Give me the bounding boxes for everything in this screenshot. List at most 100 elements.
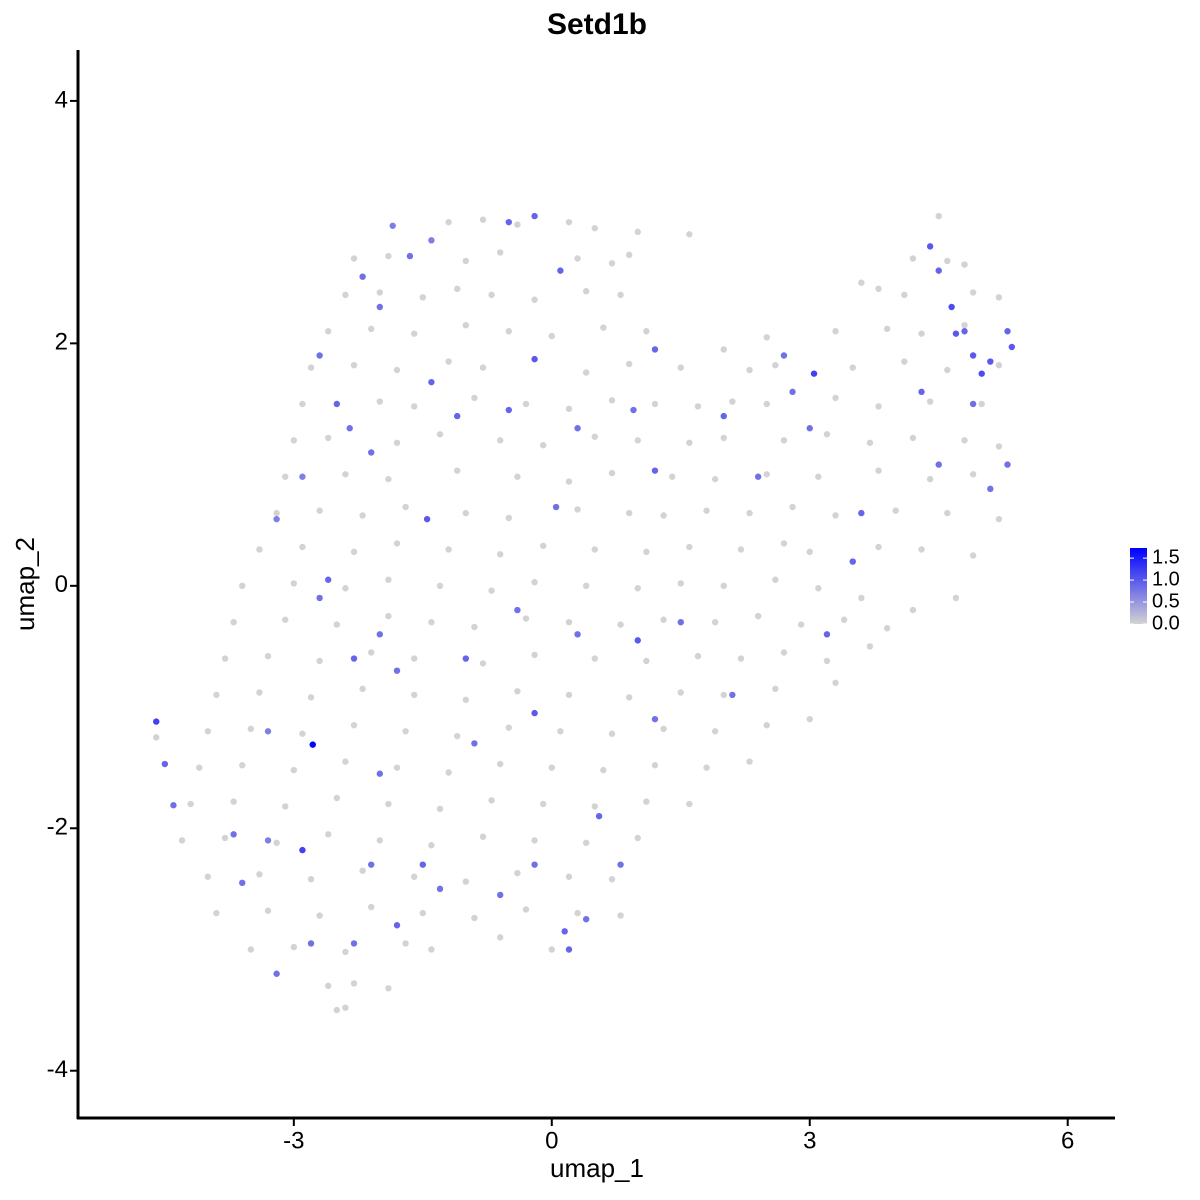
y-tick-label: -2 <box>47 814 68 841</box>
point <box>686 800 693 808</box>
point <box>582 369 590 376</box>
point <box>290 943 298 951</box>
point <box>935 267 942 274</box>
point <box>948 303 955 311</box>
point <box>643 328 650 335</box>
point <box>548 332 555 340</box>
point <box>754 473 762 480</box>
point <box>935 461 942 468</box>
point <box>230 618 237 626</box>
point <box>539 441 547 449</box>
point <box>531 837 538 844</box>
point <box>548 946 555 953</box>
point <box>393 366 401 374</box>
point <box>423 515 431 523</box>
point <box>350 655 358 662</box>
point <box>668 473 676 480</box>
point <box>522 906 530 913</box>
point <box>436 805 444 813</box>
point <box>350 255 358 262</box>
point <box>978 400 985 408</box>
point <box>806 548 813 556</box>
point <box>651 346 659 353</box>
point <box>630 406 637 414</box>
point <box>488 587 495 594</box>
point <box>479 833 487 840</box>
y-tick-label: 4 <box>55 86 68 113</box>
point <box>574 631 581 638</box>
x-axis-title: umap_1 <box>550 1153 644 1183</box>
point <box>591 546 598 553</box>
point <box>539 800 547 808</box>
point <box>411 873 418 880</box>
point <box>746 758 753 765</box>
point <box>359 273 366 280</box>
point <box>552 503 560 511</box>
colorbar-label: 1.0 <box>1152 568 1180 590</box>
point <box>479 660 487 667</box>
point <box>411 655 418 662</box>
point <box>522 615 530 622</box>
point <box>617 621 624 628</box>
point <box>454 412 461 420</box>
point <box>505 218 512 226</box>
point <box>282 473 289 480</box>
point <box>918 546 925 553</box>
point <box>574 506 581 513</box>
point <box>823 431 831 438</box>
x-tick-label: 6 <box>1061 1127 1074 1154</box>
point <box>221 655 229 662</box>
point <box>333 400 341 408</box>
point <box>591 803 598 810</box>
point <box>875 467 882 474</box>
point <box>221 834 229 842</box>
point <box>368 903 375 911</box>
point <box>901 358 908 365</box>
point <box>256 871 263 878</box>
point <box>514 473 521 480</box>
point <box>875 285 882 293</box>
point <box>273 515 280 523</box>
point <box>969 471 977 478</box>
point <box>832 512 839 519</box>
point <box>720 412 727 420</box>
point <box>883 325 891 333</box>
point <box>368 649 375 656</box>
point <box>961 437 968 444</box>
point <box>772 361 779 369</box>
colorbar-label: 0.5 <box>1152 590 1180 612</box>
point <box>1008 343 1016 351</box>
point <box>393 922 401 929</box>
point <box>565 946 573 953</box>
point <box>875 403 882 410</box>
point <box>634 437 641 444</box>
point <box>445 769 452 776</box>
point <box>462 696 470 703</box>
point <box>832 679 839 686</box>
point <box>325 576 332 583</box>
point <box>178 837 186 844</box>
point <box>797 621 805 628</box>
point <box>290 580 298 587</box>
point <box>479 364 487 371</box>
point <box>651 762 659 769</box>
point <box>342 291 349 299</box>
point <box>411 330 418 337</box>
point <box>454 732 461 740</box>
point <box>600 324 607 331</box>
point <box>196 764 203 771</box>
point <box>428 618 435 626</box>
point <box>376 303 384 311</box>
point <box>531 709 538 717</box>
point <box>987 485 994 493</box>
point <box>445 546 452 553</box>
point <box>608 875 616 883</box>
point <box>686 231 693 238</box>
point <box>462 321 470 329</box>
point <box>153 718 160 725</box>
point <box>350 361 358 369</box>
point <box>325 328 332 335</box>
point <box>299 543 306 551</box>
point <box>952 330 960 337</box>
point <box>677 364 684 371</box>
